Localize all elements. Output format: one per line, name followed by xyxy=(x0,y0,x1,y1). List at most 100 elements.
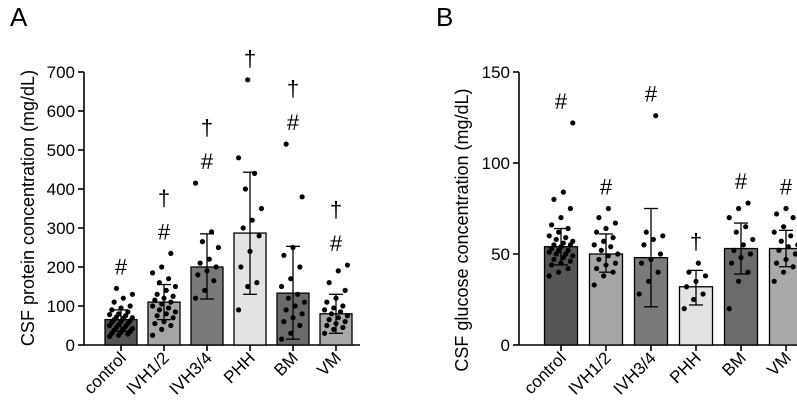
panel-a-data-point xyxy=(324,322,330,329)
panel-a-data-point xyxy=(154,291,160,297)
panel-a-data-point xyxy=(258,205,265,212)
panel-b-x-tick-label: control xyxy=(520,348,570,398)
panel-b-data-point xyxy=(567,258,574,264)
panel-b-data-point xyxy=(740,242,746,248)
panel-b-data-point xyxy=(691,296,697,303)
panel-b-data-point xyxy=(610,269,616,275)
panel-a-data-point xyxy=(129,291,136,297)
panel-b-data-point xyxy=(570,120,576,126)
panel-b-data-point xyxy=(598,247,604,253)
panel-a-data-point xyxy=(238,264,244,270)
panel-b-data-point xyxy=(570,238,576,244)
panel-b-data-point xyxy=(612,260,619,266)
panel-a-data-point xyxy=(159,326,165,332)
panel-b-y-tick-label: 50 xyxy=(491,245,510,264)
panel-a-data-point xyxy=(283,307,289,313)
panel-b-data-point xyxy=(551,196,557,202)
panel-a-data-point xyxy=(172,283,179,290)
panel-b-data-point xyxy=(771,278,777,284)
panel-b-data-point xyxy=(551,242,557,248)
panel-a-data-point xyxy=(159,264,165,270)
panel-a-label: A xyxy=(10,2,28,32)
panel-b-data-point xyxy=(702,273,709,279)
panel-a-data-point xyxy=(335,315,341,321)
panel-b-data-point xyxy=(731,247,737,253)
panel-a-significance-marker: # xyxy=(115,254,128,279)
panel-b-data-point xyxy=(596,256,602,263)
panel-a-data-point xyxy=(168,250,174,256)
panel-b-data-point xyxy=(776,247,782,253)
panel-a-data-point xyxy=(156,307,163,313)
panel-b-data-point xyxy=(745,200,751,206)
panel-b-data-point xyxy=(650,236,656,243)
panel-a-data-point xyxy=(245,283,251,290)
panel-a-significance-marker: † xyxy=(158,185,170,210)
panel-b-bar xyxy=(768,247,797,346)
panel-a-data-point xyxy=(111,299,117,305)
panel-b-data-point xyxy=(548,222,555,228)
panel-a-significance-marker: # xyxy=(330,231,343,256)
panel-b-y-axis-title: CSF glucose concentration (mg/dL) xyxy=(452,88,472,371)
panel-b-data-point xyxy=(743,224,749,230)
panel-a-data-point xyxy=(172,309,179,315)
panel-a-y-tick-label: 300 xyxy=(47,219,75,238)
panel-b-data-point xyxy=(558,215,564,221)
panel-a-data-point xyxy=(249,217,255,223)
panel-b-data-point xyxy=(638,260,645,266)
panel-a-data-point xyxy=(288,276,294,282)
panel-b-data-point xyxy=(556,229,562,235)
panel-b-data-point xyxy=(593,265,600,272)
panel-a-data-point xyxy=(294,291,301,297)
panel-a-y-tick-label: 600 xyxy=(47,102,75,121)
panel-a-data-point xyxy=(152,297,158,303)
panel-a-data-point xyxy=(192,180,199,186)
panel-a-x-tick-label: BM xyxy=(270,348,301,379)
panel-a-data-point xyxy=(116,311,122,317)
panel-a-data-point xyxy=(192,295,199,301)
panel-b-data-point xyxy=(556,269,562,275)
panel-b-data-point xyxy=(608,244,614,250)
panel-b-significance-marker: # xyxy=(600,175,613,200)
panel-b-data-point xyxy=(605,205,611,212)
panel-a-significance-marker: # xyxy=(287,110,300,135)
panel-b-data-point xyxy=(750,236,756,243)
panel-b-data-point xyxy=(785,244,791,250)
panel-b-data-point xyxy=(773,211,780,217)
panel-b-data-point xyxy=(636,291,642,297)
panel-a-data-point xyxy=(344,262,351,268)
panel-a-y-tick-label: 700 xyxy=(47,63,75,82)
panel-a-data-point xyxy=(335,268,341,274)
panel-a-data-point xyxy=(278,283,285,290)
panel-b-data-point xyxy=(783,205,789,212)
panel-b-data-point xyxy=(655,269,661,275)
panel-b-data-point xyxy=(593,229,600,235)
panel-a-data-point xyxy=(109,307,115,313)
panel-a-data-point xyxy=(170,293,176,299)
panel-b-data-point xyxy=(726,306,732,312)
panel-a-y-tick-label: 400 xyxy=(47,180,75,199)
panel-a-significance-marker: † xyxy=(244,46,256,71)
panel-b-data-point xyxy=(560,240,566,246)
panel-b-data-point xyxy=(546,233,552,239)
panel-a-x-tick-label: IVH1/2 xyxy=(123,348,173,398)
panel-b-data-point xyxy=(781,269,787,275)
panel-b-data-point xyxy=(565,225,571,232)
panel-b-data-point xyxy=(747,251,754,257)
panel-a-data-point xyxy=(292,303,298,309)
panel-a-data-point xyxy=(165,276,172,282)
panel-b-data-point xyxy=(792,251,797,257)
panel-b-label: B xyxy=(436,2,453,32)
panel-a-data-point xyxy=(281,252,287,258)
panel-a-data-point xyxy=(206,256,212,262)
panel-a-x-tick-label: control xyxy=(80,348,130,398)
panel-a-data-point xyxy=(152,320,158,327)
panel-a-data-point xyxy=(168,322,174,329)
panel-a-data-point xyxy=(235,155,242,161)
panel-a-y-tick-label: 0 xyxy=(66,336,75,355)
panel-a-data-point xyxy=(297,264,303,270)
panel-a-x-tick-label: IVH3/4 xyxy=(166,348,216,398)
panel-b-significance-marker: † xyxy=(690,229,702,254)
panel-b-data-point xyxy=(548,262,555,268)
panel-a-data-point xyxy=(256,233,262,239)
panel-b-data-point xyxy=(596,215,602,221)
